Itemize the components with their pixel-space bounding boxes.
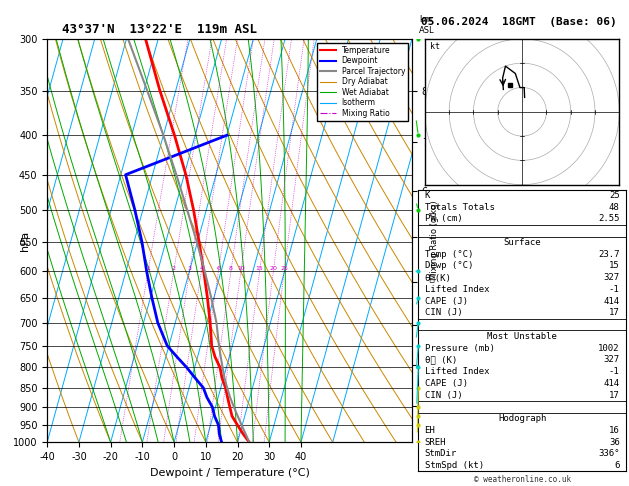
Text: Totals Totals: Totals Totals bbox=[425, 203, 494, 212]
Text: 8: 8 bbox=[229, 266, 233, 271]
Text: θᴄ(K): θᴄ(K) bbox=[425, 273, 452, 282]
Text: km
ASL: km ASL bbox=[420, 16, 435, 35]
Text: CIN (J): CIN (J) bbox=[425, 308, 462, 317]
Text: 336°: 336° bbox=[598, 449, 620, 458]
Text: 414: 414 bbox=[603, 296, 620, 306]
Text: © weatheronline.co.uk: © weatheronline.co.uk bbox=[474, 474, 571, 484]
Text: -1: -1 bbox=[609, 367, 620, 376]
Text: θᴄ (K): θᴄ (K) bbox=[425, 355, 457, 364]
Text: 1: 1 bbox=[146, 266, 150, 271]
Text: hPa: hPa bbox=[20, 230, 30, 251]
Text: CAPE (J): CAPE (J) bbox=[425, 296, 467, 306]
Text: 25: 25 bbox=[609, 191, 620, 200]
X-axis label: Dewpoint / Temperature (°C): Dewpoint / Temperature (°C) bbox=[150, 468, 309, 478]
Text: Lifted Index: Lifted Index bbox=[425, 367, 489, 376]
Text: 15: 15 bbox=[609, 261, 620, 270]
Text: 43°37'N  13°22'E  119m ASL: 43°37'N 13°22'E 119m ASL bbox=[47, 23, 257, 36]
Text: Most Unstable: Most Unstable bbox=[487, 332, 557, 341]
Text: Lifted Index: Lifted Index bbox=[425, 285, 489, 294]
Text: 48: 48 bbox=[609, 203, 620, 212]
Text: 16: 16 bbox=[609, 426, 620, 435]
Text: 05.06.2024  18GMT  (Base: 06): 05.06.2024 18GMT (Base: 06) bbox=[421, 17, 617, 27]
Text: 23.7: 23.7 bbox=[598, 250, 620, 259]
Text: 25: 25 bbox=[281, 266, 288, 271]
Text: kt: kt bbox=[430, 42, 440, 51]
Text: 6: 6 bbox=[216, 266, 220, 271]
Text: CIN (J): CIN (J) bbox=[425, 391, 462, 399]
Text: Dewp (°C): Dewp (°C) bbox=[425, 261, 473, 270]
Text: Mixing Ratio (g/kg): Mixing Ratio (g/kg) bbox=[430, 201, 438, 280]
Text: PW (cm): PW (cm) bbox=[425, 214, 462, 224]
Text: 2: 2 bbox=[172, 266, 175, 271]
Text: 36: 36 bbox=[609, 437, 620, 447]
Text: 414: 414 bbox=[603, 379, 620, 388]
Text: StmDir: StmDir bbox=[425, 449, 457, 458]
Text: EH: EH bbox=[425, 426, 435, 435]
Text: Hodograph: Hodograph bbox=[498, 414, 546, 423]
Text: -1: -1 bbox=[609, 285, 620, 294]
Text: 15: 15 bbox=[256, 266, 264, 271]
Text: Temp (°C): Temp (°C) bbox=[425, 250, 473, 259]
Text: LCL: LCL bbox=[416, 402, 431, 412]
Text: 1002: 1002 bbox=[598, 344, 620, 353]
Text: 2.55: 2.55 bbox=[598, 214, 620, 224]
Text: 10: 10 bbox=[237, 266, 245, 271]
Text: SREH: SREH bbox=[425, 437, 446, 447]
Text: 20: 20 bbox=[269, 266, 277, 271]
Text: 17: 17 bbox=[609, 308, 620, 317]
Text: Surface: Surface bbox=[503, 238, 541, 247]
Text: 327: 327 bbox=[603, 355, 620, 364]
Text: 4: 4 bbox=[199, 266, 203, 271]
Text: 327: 327 bbox=[603, 273, 620, 282]
Text: 3: 3 bbox=[187, 266, 192, 271]
Text: K: K bbox=[425, 191, 430, 200]
Text: Pressure (mb): Pressure (mb) bbox=[425, 344, 494, 353]
Text: CAPE (J): CAPE (J) bbox=[425, 379, 467, 388]
Text: StmSpd (kt): StmSpd (kt) bbox=[425, 461, 484, 470]
Text: 17: 17 bbox=[609, 391, 620, 399]
Legend: Temperature, Dewpoint, Parcel Trajectory, Dry Adiabat, Wet Adiabat, Isotherm, Mi: Temperature, Dewpoint, Parcel Trajectory… bbox=[317, 43, 408, 121]
Text: 6: 6 bbox=[615, 461, 620, 470]
